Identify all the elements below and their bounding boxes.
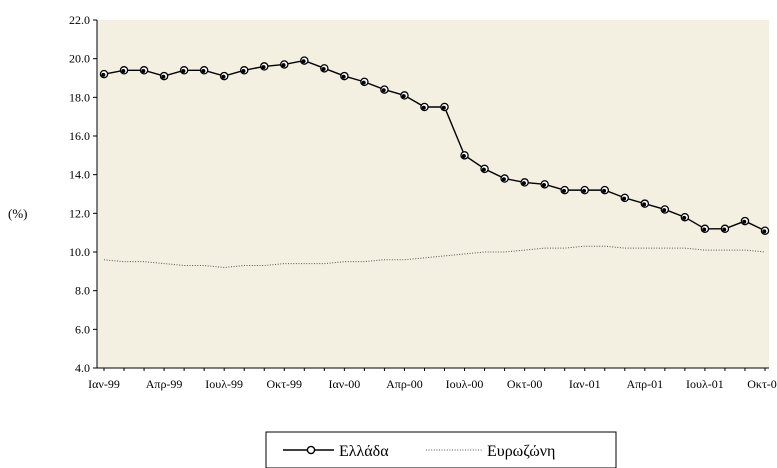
x-tick-label: Οκτ-99 — [267, 377, 303, 391]
y-axis-label: (%) — [8, 206, 28, 221]
x-tick-label: Απρ-01 — [626, 377, 663, 391]
y-tick-label: 22.0 — [69, 13, 90, 27]
data-point-greece-fill — [561, 188, 566, 193]
x-tick-label: Απρ-00 — [386, 377, 423, 391]
data-point-greece-fill — [481, 167, 486, 172]
data-point-greece-fill — [101, 72, 106, 77]
x-axis: Ιαν-99 Απρ-99 Ιουλ-99 Οκτ-99 Ιαν-00 Απρ-00 Ιου… — [88, 367, 777, 391]
data-point-greece-fill — [261, 65, 266, 70]
legend-eurozone-label: Ευρωζώνη — [487, 443, 555, 460]
data-point-greece-fill — [421, 105, 426, 110]
series-layer — [99, 56, 770, 268]
data-point-greece-fill — [161, 74, 166, 79]
y-axis: 4.0 6.0 8.0 10.0 12.0 14.0 16.0 18.0 20.0 22.0 — [69, 13, 98, 375]
data-point-greece-fill — [682, 215, 687, 220]
data-point-greece-fill — [722, 227, 727, 232]
x-tick-label: Ιουλ-99 — [205, 377, 243, 391]
y-tick-label: 6.0 — [75, 322, 90, 336]
y-tick-label: 8.0 — [75, 284, 90, 298]
x-tick-label: Ιουλ-00 — [446, 377, 484, 391]
data-point-greece-fill — [381, 88, 386, 93]
x-tick-label: Ιαν-01 — [569, 377, 601, 391]
x-tick-label: Οκτ-01 — [747, 377, 777, 391]
data-point-greece-fill — [401, 94, 406, 99]
y-tick-label: 4.0 — [75, 361, 90, 375]
data-point-greece-fill — [321, 67, 326, 72]
y-tick-label: 18.0 — [69, 90, 90, 104]
data-point-greece-fill — [501, 177, 506, 182]
data-point-greece-fill — [201, 68, 206, 73]
data-point-greece-fill — [622, 196, 627, 201]
data-point-greece-fill — [241, 68, 246, 73]
data-point-greece-fill — [141, 68, 146, 73]
data-point-greece-fill — [441, 105, 446, 110]
series-line-greece — [103, 59, 766, 232]
data-point-greece-fill — [521, 181, 526, 186]
data-point-greece-fill — [461, 154, 466, 159]
y-tick-label: 10.0 — [69, 245, 90, 259]
x-tick-label: Ιαν-99 — [88, 377, 120, 391]
data-point-greece-fill — [582, 188, 587, 193]
data-point-greece-fill — [662, 208, 667, 213]
x-tick-label: Οκτ-00 — [507, 377, 543, 391]
data-point-greece-fill — [742, 219, 747, 224]
y-tick-label: 14.0 — [69, 168, 90, 182]
x-tick-label: Ιουλ-01 — [686, 377, 724, 391]
data-point-greece-fill — [221, 74, 226, 79]
legend: Ελλάδα Ευρωζώνη — [265, 431, 617, 468]
data-point-greece-fill — [361, 80, 366, 85]
data-point-greece-fill — [281, 63, 286, 68]
data-point-greece-fill — [702, 227, 707, 232]
legend-greece-marker — [306, 445, 316, 455]
data-point-greece-fill — [642, 202, 647, 207]
data-point-greece-fill — [341, 74, 346, 79]
data-point-greece-fill — [762, 229, 767, 234]
data-point-greece-fill — [301, 59, 306, 64]
y-tick-label: 12.0 — [69, 206, 90, 220]
x-tick-label: Ιαν-00 — [329, 377, 361, 391]
y-tick-label: 20.0 — [69, 52, 90, 66]
legend-greece-label: Ελλάδα — [339, 443, 389, 460]
data-point-greece-fill — [541, 183, 546, 188]
y-tick-label: 16.0 — [69, 129, 90, 143]
data-point-greece-fill — [121, 68, 126, 73]
data-point-greece-fill — [181, 68, 186, 73]
x-tick-label: Απρ-99 — [146, 377, 183, 391]
data-point-greece-fill — [602, 188, 607, 193]
plot-area — [97, 20, 769, 368]
